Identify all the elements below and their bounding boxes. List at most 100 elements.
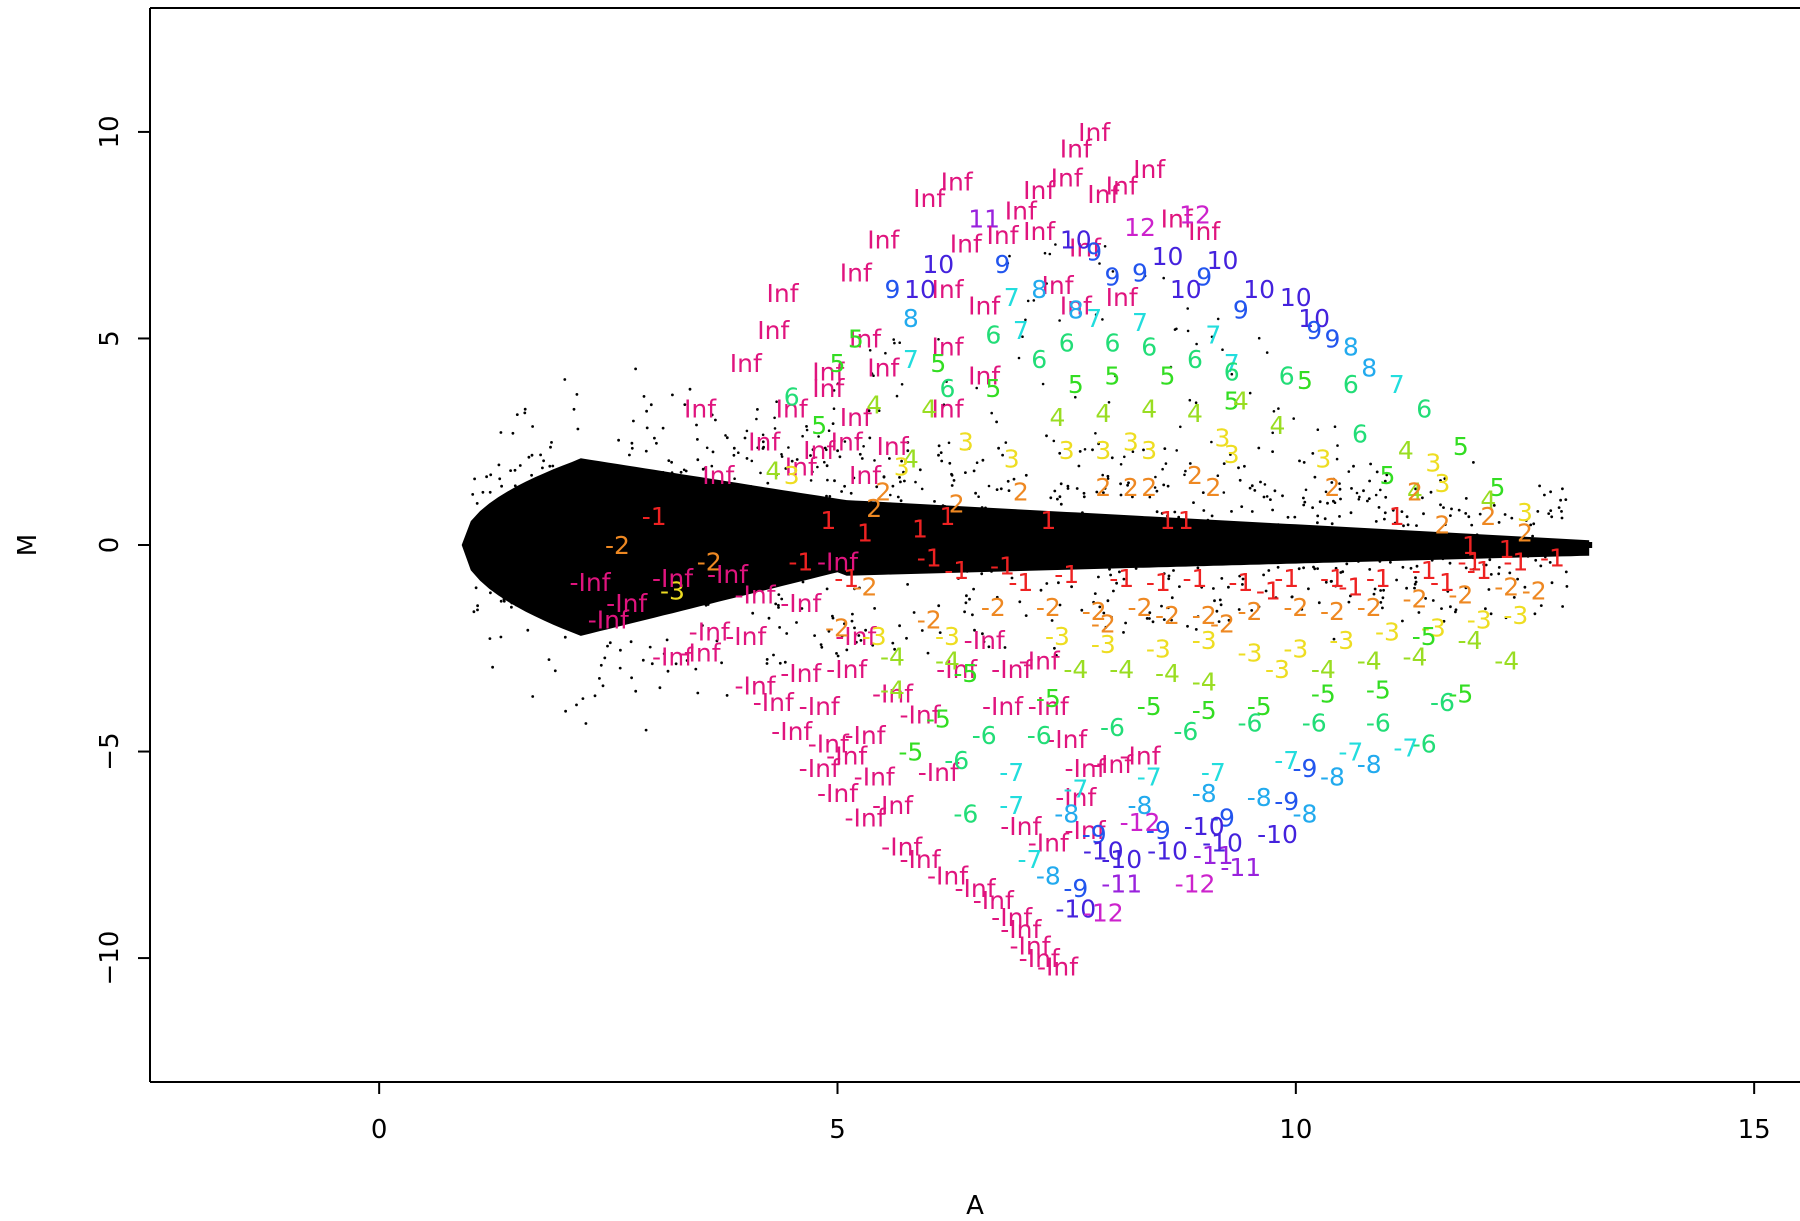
data-dot: [526, 628, 530, 632]
data-dot: [1229, 453, 1232, 456]
data-dot: [1237, 466, 1240, 470]
point-label: 6: [1224, 358, 1240, 387]
point-label: 10: [1298, 304, 1330, 333]
data-dot: [512, 585, 516, 589]
data-dot: [497, 591, 501, 594]
point-label: -Inf: [1028, 828, 1070, 857]
point-label: 1: [857, 519, 873, 548]
point-label: 6: [1141, 333, 1157, 362]
data-dot: [1336, 444, 1339, 447]
data-dot: [1210, 514, 1214, 518]
data-dot: [606, 644, 609, 648]
data-dot: [1110, 456, 1114, 460]
point-label: 6: [940, 374, 956, 403]
data-dot: [662, 652, 666, 656]
data-dot: [1053, 646, 1056, 650]
data-dot: [1001, 453, 1004, 457]
point-label: 3: [1315, 444, 1331, 473]
point-label: Inf: [812, 358, 845, 387]
data-dot: [858, 586, 861, 590]
data-dot: [976, 508, 980, 511]
data-dot: [810, 470, 814, 474]
data-dot: [1262, 573, 1265, 577]
data-dot: [1543, 493, 1546, 497]
data-dot: [777, 593, 781, 596]
point-label: 7: [903, 345, 919, 374]
data-dot: [1058, 495, 1062, 499]
point-label: Inf: [876, 432, 909, 461]
point-label: 6: [1416, 395, 1432, 424]
data-dot: [655, 488, 658, 491]
data-dot: [1091, 448, 1094, 452]
data-dot: [531, 500, 534, 504]
data-dot: [1367, 497, 1371, 500]
data-dot: [895, 394, 899, 398]
point-label: 7: [1224, 349, 1240, 378]
data-dot: [1032, 299, 1036, 302]
point-label: -4: [1403, 643, 1428, 672]
data-dot: [1405, 515, 1409, 519]
point-label: -9: [1063, 874, 1088, 903]
point-label: -5: [1366, 676, 1391, 705]
point-label: -Inf: [817, 779, 859, 808]
data-dot: [563, 635, 567, 639]
data-dot: [523, 407, 527, 411]
data-dot: [1557, 506, 1561, 509]
data-dot: [1103, 245, 1107, 248]
data-dot: [1160, 512, 1164, 515]
data-dot: [785, 632, 789, 635]
data-dot: [889, 493, 892, 497]
point-label: -5: [1311, 680, 1336, 709]
data-dot: [1008, 254, 1011, 258]
data-dot: [858, 452, 862, 456]
data-dot: [1335, 457, 1339, 461]
x-axis-label: A: [966, 1191, 984, 1221]
data-dot: [1559, 498, 1562, 502]
data-dot: [1381, 596, 1385, 600]
point-label: -2: [1210, 610, 1235, 639]
point-label: -2: [1192, 601, 1217, 630]
point-label: 9: [1196, 263, 1212, 292]
data-dot: [1318, 500, 1322, 504]
data-dot: [1302, 566, 1305, 570]
data-dot: [671, 491, 675, 494]
data-dot: [1101, 473, 1104, 477]
data-dot: [1415, 524, 1418, 527]
data-dot: [473, 477, 476, 481]
data-dot: [1472, 568, 1475, 571]
y-tick-label: 10: [95, 115, 125, 148]
data-dot: [634, 367, 637, 371]
data-dot: [1134, 567, 1138, 570]
data-dot: [1347, 470, 1351, 473]
point-label: -10: [1257, 820, 1298, 849]
data-dot: [1316, 521, 1319, 525]
data-dot: [1213, 599, 1216, 603]
data-dot: [749, 485, 753, 488]
data-dot: [765, 662, 769, 665]
data-dot: [1313, 567, 1317, 571]
point-label: -2: [1320, 597, 1345, 626]
point-label: -Inf: [844, 804, 886, 833]
point-label: -8: [1054, 800, 1079, 829]
data-dot: [674, 662, 678, 666]
point-label: -4: [1458, 626, 1483, 655]
data-dot: [1108, 567, 1111, 571]
point-label: Inf: [730, 349, 763, 378]
data-dot: [726, 499, 730, 503]
data-dot: [498, 501, 501, 504]
data-dot: [530, 453, 534, 457]
data-dot: [1271, 508, 1274, 512]
data-dot: [861, 511, 865, 515]
data-dot: [1549, 490, 1552, 494]
data-dot: [1082, 491, 1086, 495]
data-dot: [1164, 462, 1168, 465]
data-dot: [1107, 401, 1111, 404]
point-label: -2: [697, 548, 722, 577]
data-dot: [644, 728, 648, 732]
data-dot: [1274, 596, 1278, 600]
point-label: -3: [1375, 618, 1400, 647]
data-dot: [862, 445, 865, 448]
data-dot: [888, 457, 891, 460]
point-label: -3: [1503, 601, 1528, 630]
data-dot: [990, 411, 993, 415]
